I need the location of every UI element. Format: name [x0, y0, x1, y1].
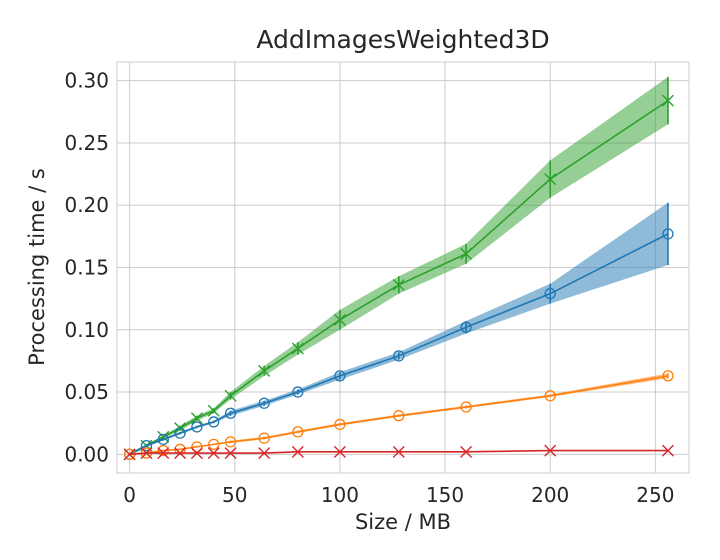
x-tick-label: 200 — [531, 483, 569, 507]
data-point — [174, 447, 187, 460]
data-point — [544, 390, 556, 402]
data-point — [224, 407, 237, 419]
data-point — [460, 445, 473, 458]
data-point — [224, 447, 237, 460]
data-point — [140, 439, 153, 452]
y-tick-label: 0.00 — [64, 442, 109, 466]
data-point — [157, 444, 169, 457]
data-point — [291, 342, 304, 355]
data-point — [258, 432, 270, 444]
y-tick-label: 0.10 — [64, 318, 109, 342]
data-point — [460, 321, 472, 333]
data-point — [392, 278, 405, 291]
y-tick-label: 0.30 — [64, 69, 109, 93]
data-point — [291, 445, 304, 458]
data-point — [392, 445, 405, 458]
data-point — [333, 313, 346, 326]
data-point — [292, 386, 304, 398]
data-point — [393, 350, 405, 362]
data-point — [460, 401, 472, 413]
data-point — [191, 441, 203, 453]
series-line — [129, 233, 669, 456]
series-layer — [123, 76, 674, 461]
data-point — [157, 433, 169, 446]
data-point — [292, 426, 304, 438]
tick-labels: 0 50 100 150 200 250 0.00 0.05 0.10 0.15 0.20 0.25 0… — [64, 69, 674, 507]
series-3 — [123, 444, 674, 461]
data-point — [208, 438, 220, 451]
x-tick-label: 100 — [321, 483, 359, 507]
plot-frame — [116, 61, 690, 474]
data-point — [157, 447, 170, 460]
data-point — [190, 412, 203, 425]
data-point — [191, 421, 203, 433]
y-axis-label: Processing time / s — [25, 168, 49, 366]
data-point — [334, 418, 346, 431]
data-point — [662, 370, 674, 382]
y-tick-label: 0.05 — [64, 380, 109, 404]
x-tick-label: 150 — [426, 483, 464, 507]
data-point — [258, 364, 271, 377]
y-tick-label: 0.25 — [64, 131, 109, 155]
chart-title: AddImagesWeighted3D — [256, 25, 549, 54]
data-point — [224, 389, 237, 402]
data-point — [174, 427, 186, 439]
data-point — [258, 447, 271, 460]
data-point — [140, 447, 153, 460]
data-point — [393, 410, 405, 422]
data-point — [544, 288, 556, 300]
data-point — [224, 436, 237, 448]
data-point — [333, 445, 346, 458]
data-point — [207, 447, 220, 460]
data-point — [334, 370, 346, 382]
data-point — [544, 173, 557, 186]
data-point — [123, 448, 136, 461]
data-point — [544, 444, 557, 457]
data-point — [258, 397, 270, 409]
data-point — [208, 416, 220, 428]
data-point — [460, 247, 473, 260]
series-line — [129, 449, 668, 456]
data-point — [661, 94, 674, 107]
data-point — [662, 228, 674, 240]
x-axis-label: Size / MB — [355, 510, 451, 534]
x-tick-label: 0 — [123, 483, 136, 507]
data-point — [190, 447, 203, 460]
data-point — [174, 443, 186, 455]
data-point — [207, 404, 220, 417]
x-tick-label: 50 — [222, 483, 247, 507]
y-tick-label: 0.15 — [64, 256, 109, 280]
y-tick-label: 0.20 — [64, 193, 109, 217]
data-point — [661, 444, 674, 457]
x-tick-label: 250 — [636, 483, 674, 507]
